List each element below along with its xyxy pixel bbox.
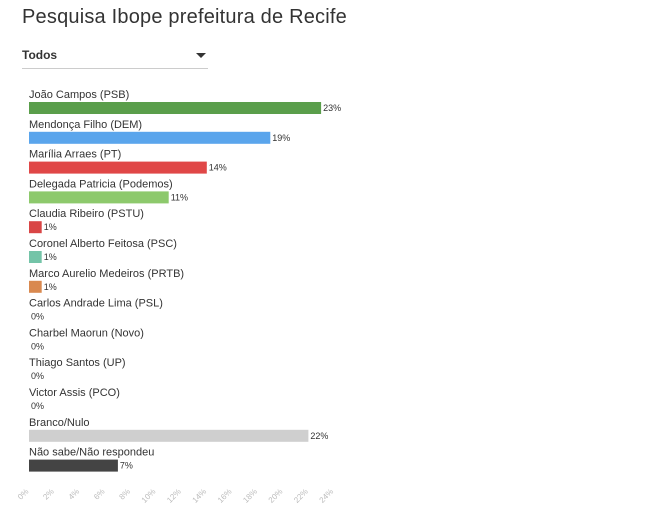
x-tick-label: 8%: [117, 487, 132, 502]
category-label: Claudia Ribeiro (PSTU): [29, 208, 144, 220]
x-tick-label: 14%: [191, 487, 209, 505]
data-label: 7%: [120, 461, 133, 471]
category-label: Branco/Nulo: [29, 417, 90, 429]
data-label: 22%: [310, 431, 328, 441]
x-tick-label: 0%: [16, 487, 31, 502]
category-label: Delegada Patricia (Podemos): [29, 178, 173, 190]
category-label: Carlos Andrade Lima (PSL): [29, 298, 163, 310]
bar: [29, 459, 118, 472]
x-tick-label: 2%: [41, 487, 56, 502]
filter-dropdown-value: Todos: [22, 48, 58, 62]
data-label: 23%: [323, 103, 341, 113]
data-label: 1%: [44, 252, 57, 262]
chart-title: Pesquisa Ibope prefeitura de Recife: [22, 6, 347, 28]
bar: [29, 280, 42, 293]
category-label: Marília Arraes (PT): [29, 149, 121, 161]
data-label: 1%: [44, 222, 57, 232]
x-tick-label: 18%: [241, 487, 259, 505]
x-tick-label: 16%: [216, 487, 234, 505]
data-label: 14%: [209, 163, 227, 173]
chevron-down-icon: [196, 53, 206, 58]
category-label: Não sabe/Não respondeu: [29, 447, 154, 459]
data-label: 0%: [31, 341, 44, 351]
category-label: Coronel Alberto Feitosa (PSC): [29, 238, 177, 250]
x-tick-label: 20%: [267, 487, 285, 505]
category-label: Charbel Maorun (Novo): [29, 327, 144, 339]
data-label: 0%: [31, 312, 44, 322]
bar: [29, 221, 42, 234]
data-label: 1%: [44, 282, 57, 292]
bar: [29, 251, 42, 263]
filter-dropdown[interactable]: Todos: [22, 44, 208, 69]
x-tick-label: 6%: [92, 487, 107, 502]
category-label: Mendonça Filho (DEM): [29, 119, 142, 131]
data-label: 11%: [171, 192, 188, 202]
x-tick-label: 24%: [318, 487, 336, 505]
category-label: Marco Aurelio Medeiros (PRTB): [29, 268, 184, 280]
bar: [29, 429, 309, 442]
bar: [29, 161, 207, 174]
x-tick-label: 4%: [67, 487, 82, 502]
data-label: 0%: [31, 401, 44, 411]
x-tick-label: 12%: [165, 487, 183, 505]
x-tick-label: 22%: [292, 487, 310, 505]
data-label: 19%: [272, 133, 290, 143]
category-label: Thiago Santos (UP): [29, 357, 126, 369]
bar: [29, 102, 322, 114]
bar: [29, 131, 271, 144]
x-tick-label: 10%: [140, 487, 158, 505]
bar: [29, 191, 169, 204]
data-label: 0%: [31, 371, 44, 381]
category-label: Victor Assis (PCO): [29, 387, 120, 399]
category-label: João Campos (PSB): [29, 89, 129, 101]
